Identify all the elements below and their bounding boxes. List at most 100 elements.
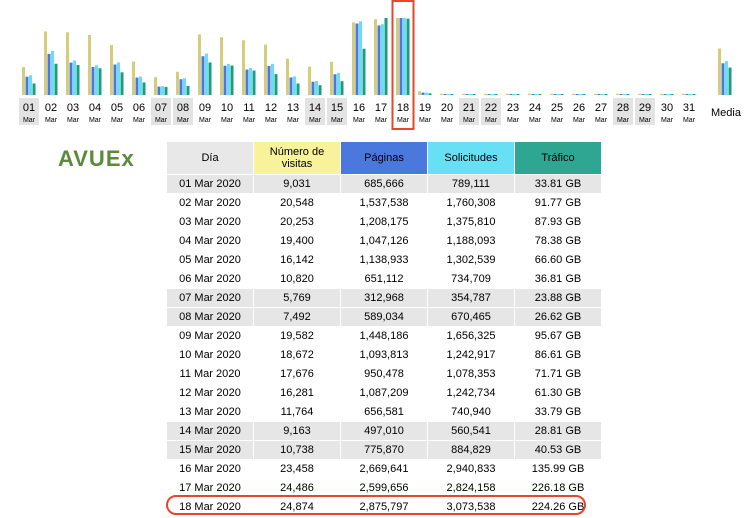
- cell-traffic: 71.71 GB: [514, 364, 602, 384]
- tick-label-month: Mar: [177, 117, 190, 124]
- chart-bar: [575, 94, 579, 95]
- cell-visits: 23,458: [253, 459, 341, 479]
- cell-visits: 16,142: [253, 250, 341, 270]
- tick-label-month: Mar: [507, 117, 520, 124]
- chart-bar: [51, 50, 54, 95]
- chart-bar: [245, 69, 249, 95]
- cell-day: 04 Mar 2020: [166, 231, 254, 251]
- chart-bar: [296, 83, 300, 95]
- chart-bar: [179, 79, 183, 95]
- table-row: 01 Mar 2020 9,031 685,666 789,111 33.81 GB: [166, 174, 602, 194]
- cell-pages: 497,010: [340, 421, 428, 441]
- cell-traffic: 91.77 GB: [514, 193, 602, 213]
- chart-bar: [330, 61, 333, 95]
- cell-visits: 9,031: [253, 174, 341, 194]
- cell-visits: 9,163: [253, 421, 341, 441]
- chart-bar: [450, 94, 454, 95]
- chart-bar: [252, 70, 256, 95]
- cell-pages: 1,138,933: [340, 250, 428, 270]
- cell-pages: 2,875,797: [340, 497, 428, 517]
- cell-requests: 1,188,093: [427, 231, 515, 251]
- tick-label-day: 26: [573, 102, 585, 114]
- tick-label-month: Mar: [309, 117, 322, 124]
- cell-pages: 1,093,813: [340, 345, 428, 365]
- chart-bar: [198, 34, 201, 95]
- chart-bar: [311, 81, 315, 95]
- tick-label-month: Mar: [265, 117, 278, 124]
- chart-bar: [132, 61, 135, 95]
- tick-label-day: 20: [441, 102, 453, 114]
- cell-traffic: 86.61 GB: [514, 345, 602, 365]
- cell-day: 01 Mar 2020: [166, 174, 254, 194]
- chart-bar: [139, 76, 142, 95]
- weekend-label-bg: [327, 98, 347, 125]
- chart-bar: [359, 21, 362, 95]
- cell-traffic: 226.18 GB: [514, 478, 602, 498]
- tick-label-month: Mar: [23, 117, 36, 124]
- table-row: 05 Mar 2020 16,142 1,138,933 1,302,539 66.60…: [166, 250, 602, 270]
- chart-bar: [286, 58, 289, 95]
- cell-requests: 1,375,810: [427, 212, 515, 232]
- chart-bar: [289, 77, 293, 95]
- chart-bar: [531, 94, 535, 95]
- cell-requests: 3,073,538: [427, 497, 515, 517]
- tick-label-day: 24: [529, 102, 541, 114]
- chart-bar: [689, 94, 692, 95]
- chart-bar: [362, 48, 366, 95]
- chart-bar: [594, 93, 597, 95]
- tick-label-month: Mar: [573, 117, 586, 124]
- table-row: 11 Mar 2020 17,676 950,478 1,078,353 71.71 G…: [166, 364, 602, 384]
- tick-label-day: 07: [155, 102, 167, 114]
- tick-label-day: 17: [375, 102, 387, 114]
- chart-bar: [208, 62, 212, 95]
- average-bar: [721, 63, 725, 95]
- tick-label-day: 22: [485, 102, 497, 114]
- tick-label-month: Mar: [199, 117, 212, 124]
- cell-traffic: 66.60 GB: [514, 250, 602, 270]
- chart-bar: [230, 65, 234, 95]
- cell-traffic: 40.53 GB: [514, 440, 602, 460]
- chart-bar: [95, 65, 98, 95]
- tick-label-day: 06: [133, 102, 145, 114]
- chart-bar: [403, 18, 406, 95]
- chart-bar: [491, 94, 494, 95]
- cell-pages: 589,034: [340, 307, 428, 327]
- tick-label-day: 13: [287, 102, 299, 114]
- weekend-label-bg: [613, 98, 633, 125]
- cell-day: 15 Mar 2020: [166, 440, 254, 460]
- cell-requests: 1,078,353: [427, 364, 515, 384]
- chart-bar: [25, 76, 29, 95]
- chart-bar: [670, 94, 674, 95]
- cell-traffic: 36.81 GB: [514, 269, 602, 289]
- chart-bar: [264, 44, 267, 95]
- tick-label-month: Mar: [243, 117, 256, 124]
- chart-bar: [22, 67, 25, 95]
- chart-bar: [47, 53, 51, 95]
- chart-bar: [120, 72, 124, 95]
- tick-label-day: 02: [45, 102, 57, 114]
- chart-bar: [465, 94, 469, 95]
- chart-bar: [682, 93, 685, 95]
- chart-bar: [135, 77, 139, 95]
- tick-label-day: 27: [595, 102, 607, 114]
- avuex-logo: AVUEx: [58, 146, 135, 171]
- average-bar: [728, 67, 732, 95]
- cell-pages: 651,112: [340, 269, 428, 289]
- cell-traffic: 78.38 GB: [514, 231, 602, 251]
- table-row: 15 Mar 2020 10,738 775,870 884,829 40.53 GB: [166, 440, 602, 460]
- table-row: 06 Mar 2020 10,820 651,112 734,709 36.81 GB: [166, 269, 602, 289]
- average-bar: [725, 61, 728, 95]
- tick-label-day: 31: [683, 102, 695, 114]
- chart-bar: [374, 19, 377, 95]
- chart-bar: [443, 94, 447, 95]
- table-row: 08 Mar 2020 7,492 589,034 670,465 26.62 GB: [166, 307, 602, 327]
- cell-visits: 16,281: [253, 383, 341, 403]
- cell-pages: 1,448,186: [340, 326, 428, 346]
- table-row: 04 Mar 2020 19,400 1,047,126 1,188,093 78.38…: [166, 231, 602, 251]
- chart-bar: [29, 75, 32, 95]
- average-label: Media: [711, 107, 742, 119]
- chart-bar: [205, 53, 208, 95]
- chart-bar: [154, 77, 157, 95]
- cell-requests: 2,940,833: [427, 459, 515, 479]
- tick-label-day: 28: [617, 102, 629, 114]
